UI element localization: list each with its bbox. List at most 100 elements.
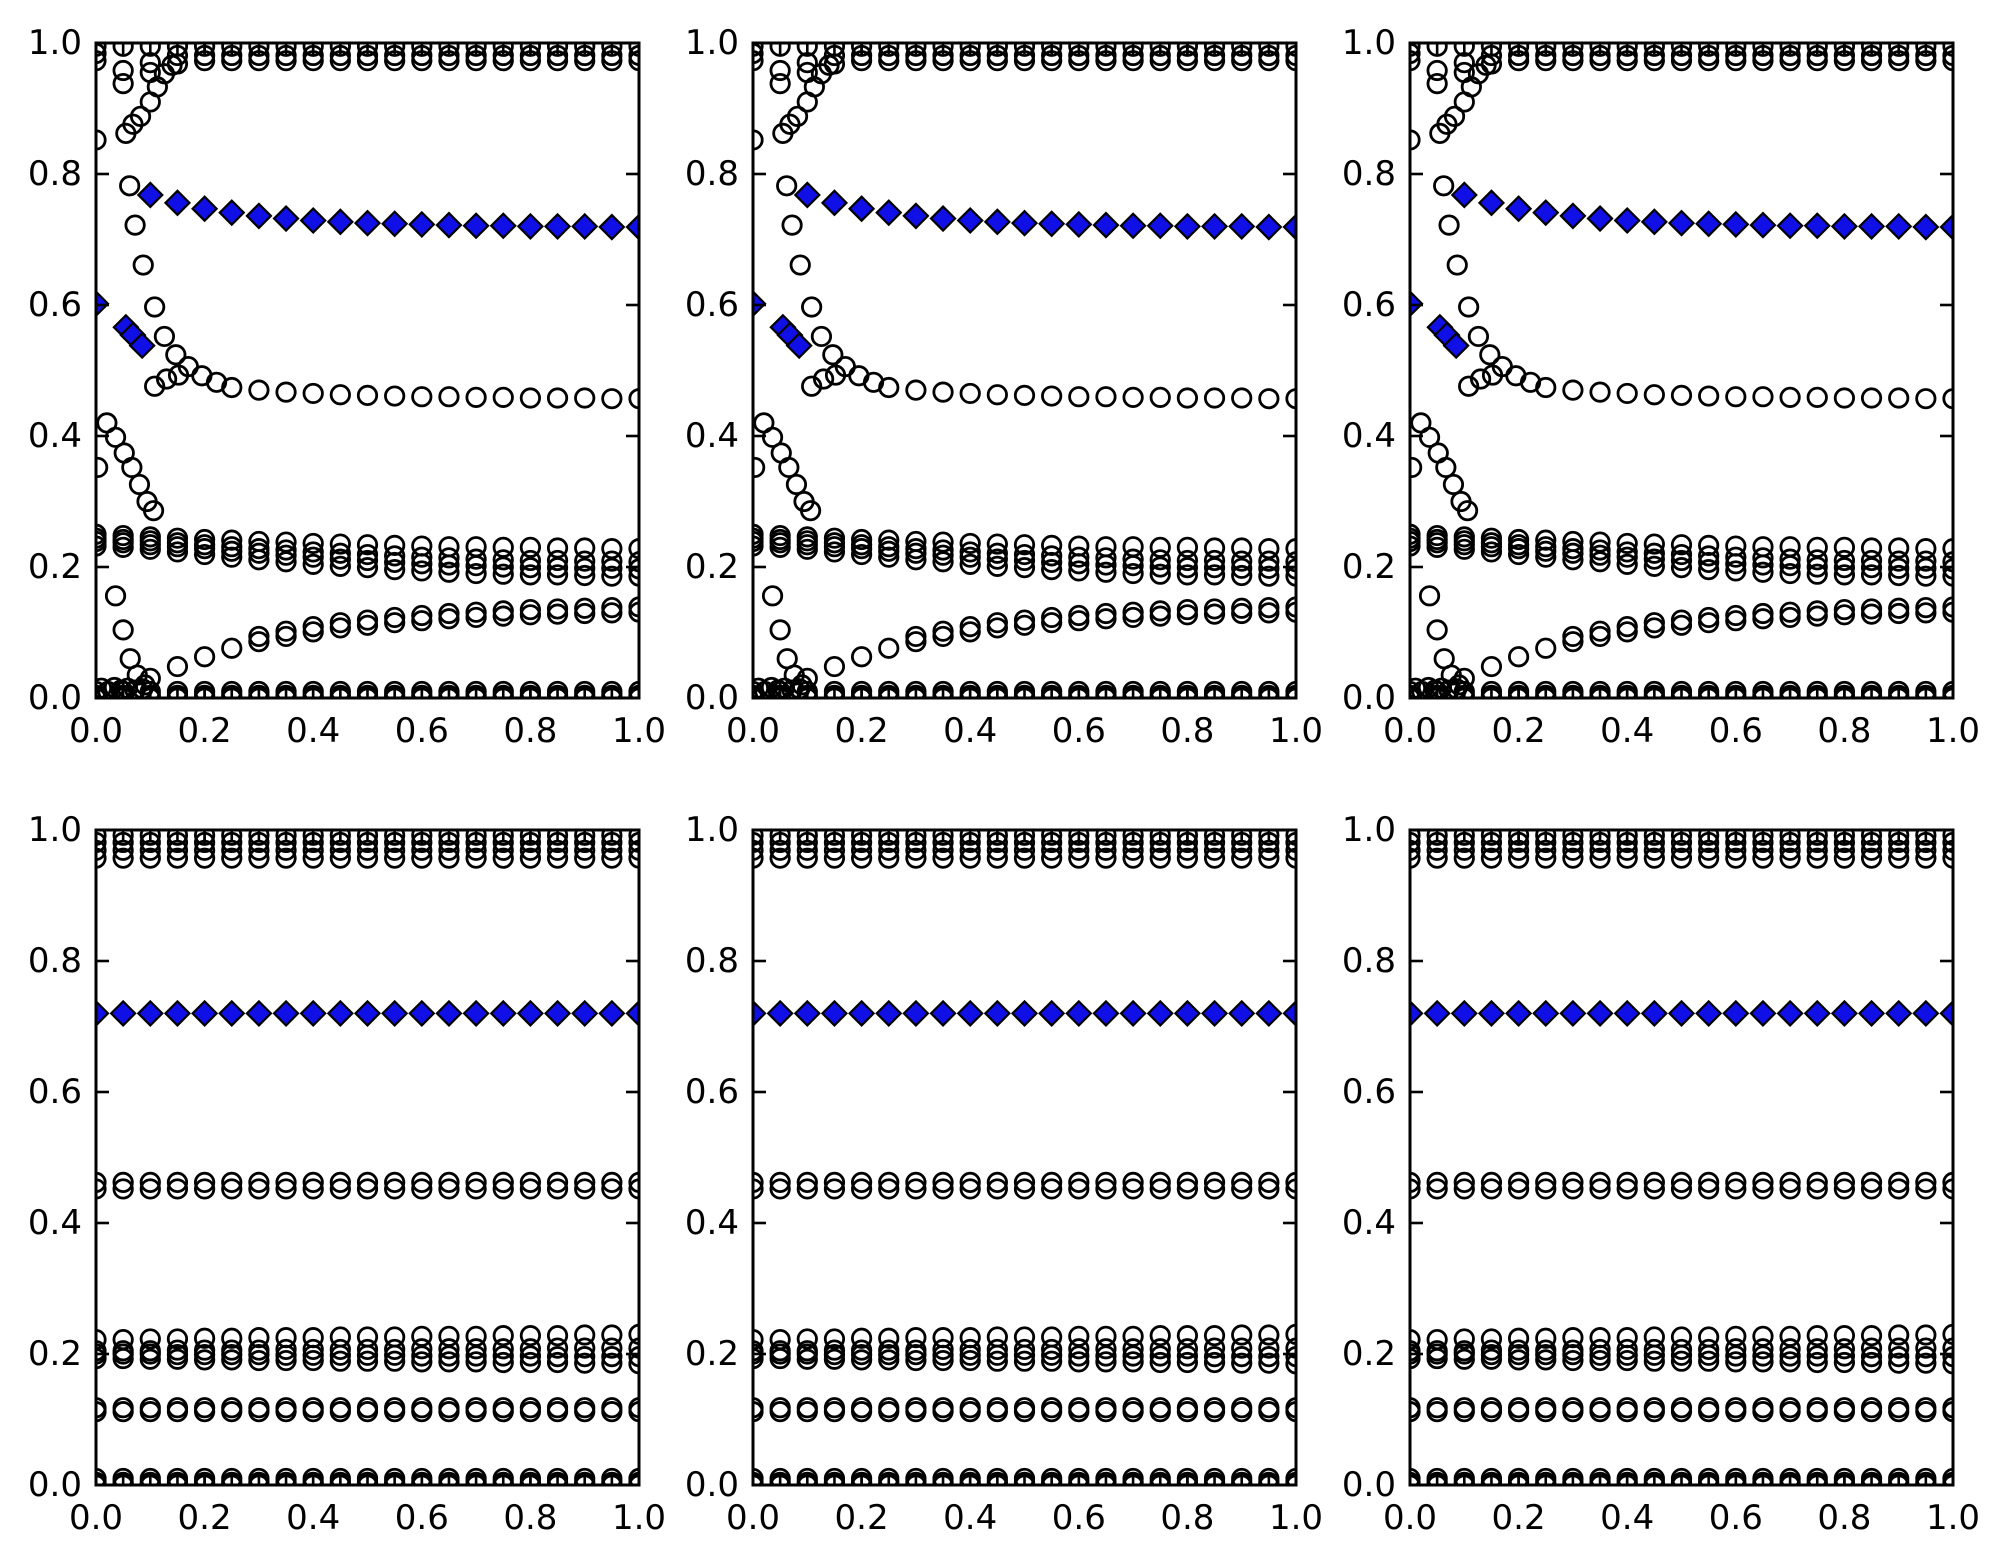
circle-marker xyxy=(1480,1401,1503,1423)
diamond-marker xyxy=(902,202,930,230)
plus-marker xyxy=(139,1474,162,1485)
circle-marker xyxy=(546,1171,569,1193)
circle-marker xyxy=(1013,609,1036,631)
circle-marker xyxy=(221,540,243,562)
plus-marker xyxy=(1751,687,1774,698)
circle-marker xyxy=(1418,585,1441,607)
circle-marker xyxy=(1752,839,1774,861)
circle-marker xyxy=(329,43,351,57)
diamond-marker xyxy=(1803,212,1831,240)
diamond-marker xyxy=(218,199,246,227)
circle-marker xyxy=(986,50,1008,72)
circle-marker xyxy=(769,847,791,869)
circle-marker xyxy=(574,1171,596,1193)
circle-marker xyxy=(601,43,623,57)
diamond-marker xyxy=(128,332,156,360)
circle-marker xyxy=(801,375,823,397)
x-tick-label: 0.2 xyxy=(835,711,889,751)
circle-marker xyxy=(1258,565,1280,587)
circle-marker xyxy=(112,1171,134,1193)
diamond-marker xyxy=(516,999,544,1027)
axes-border xyxy=(751,828,1298,1487)
circle-marker xyxy=(785,473,808,496)
circle-marker xyxy=(1698,1401,1720,1423)
circle-marker xyxy=(1068,830,1090,846)
circle-marker xyxy=(1095,1338,1117,1360)
circle-marker xyxy=(1860,847,1883,869)
plus-marker xyxy=(465,687,488,698)
circle-marker xyxy=(139,1171,161,1193)
circle-marker xyxy=(1888,43,1910,57)
circle-marker xyxy=(878,847,900,869)
circle-marker xyxy=(1643,830,1665,846)
circle-marker xyxy=(1203,387,1226,409)
circle-marker xyxy=(959,553,981,575)
y-tick-label: 0.0 xyxy=(28,1465,82,1505)
circle-marker xyxy=(850,1178,873,1200)
circle-marker xyxy=(810,325,833,348)
circle-marker xyxy=(1725,553,1747,575)
circle-marker xyxy=(1670,50,1693,72)
plus-marker xyxy=(492,1474,515,1485)
y-tick-label: 0.8 xyxy=(1342,154,1396,194)
circle-marker xyxy=(384,606,406,629)
circle-marker xyxy=(1589,1178,1611,1200)
circle-marker xyxy=(112,536,134,558)
diamond-marker xyxy=(381,999,409,1027)
circle-marker xyxy=(796,52,818,74)
plus-marker xyxy=(1122,1474,1145,1485)
circle-marker xyxy=(1942,596,1953,618)
circle-marker xyxy=(112,619,134,641)
circle-marker xyxy=(112,43,134,57)
circle-marker xyxy=(850,1401,873,1423)
axes-border xyxy=(94,41,641,700)
series-circles-13 xyxy=(96,535,639,587)
plus-marker xyxy=(492,830,515,841)
circle-marker xyxy=(1806,50,1828,72)
circle-marker xyxy=(356,534,379,556)
circle-marker xyxy=(1752,831,1774,854)
circle-marker xyxy=(1176,1171,1199,1193)
diamond-marker xyxy=(1119,212,1147,240)
circle-marker xyxy=(1752,830,1774,846)
plus-marker xyxy=(1860,1474,1883,1485)
circle-marker xyxy=(1535,637,1557,659)
circle-marker xyxy=(329,555,351,577)
circle-marker xyxy=(753,847,764,869)
circle-marker xyxy=(1426,1401,1448,1423)
circle-marker xyxy=(1041,1401,1063,1423)
circle-marker xyxy=(1453,43,1475,57)
plus-marker xyxy=(1094,830,1117,841)
circle-marker xyxy=(384,1338,406,1361)
circle-marker xyxy=(769,619,791,641)
circle-marker xyxy=(329,1401,351,1423)
circle-marker xyxy=(411,1171,433,1193)
circle-marker xyxy=(142,500,165,522)
y-tick-label: 0.6 xyxy=(685,1072,739,1112)
circle-marker xyxy=(248,50,270,72)
circle-marker xyxy=(601,388,623,410)
circle-marker xyxy=(1860,598,1883,620)
x-tick-label: 0.8 xyxy=(1817,1498,1871,1538)
circle-marker xyxy=(769,59,791,82)
circle-marker xyxy=(1122,830,1144,846)
circle-marker xyxy=(465,847,487,869)
circle-marker xyxy=(1176,847,1199,869)
diamond-marker xyxy=(1065,999,1093,1027)
circle-marker xyxy=(801,296,823,318)
circle-marker xyxy=(905,625,927,648)
circle-marker xyxy=(1041,830,1063,846)
circle-marker xyxy=(1041,559,1063,581)
circle-marker xyxy=(1888,1171,1910,1193)
diamond-marker xyxy=(408,210,436,238)
circle-marker xyxy=(546,43,569,57)
diamond-marker xyxy=(598,999,626,1027)
circle-marker xyxy=(986,533,1008,555)
circle-marker xyxy=(411,847,433,869)
circle-marker xyxy=(1888,847,1910,869)
plus-marker xyxy=(1122,830,1145,841)
circle-marker xyxy=(1942,551,1953,573)
diamond-marker xyxy=(96,290,110,318)
circle-marker xyxy=(1480,1348,1503,1370)
series-circles-15 xyxy=(1453,601,1953,689)
